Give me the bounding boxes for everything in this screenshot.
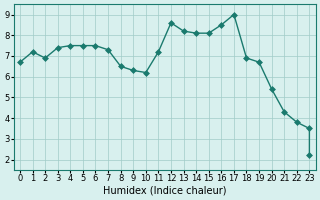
X-axis label: Humidex (Indice chaleur): Humidex (Indice chaleur) bbox=[103, 186, 227, 196]
